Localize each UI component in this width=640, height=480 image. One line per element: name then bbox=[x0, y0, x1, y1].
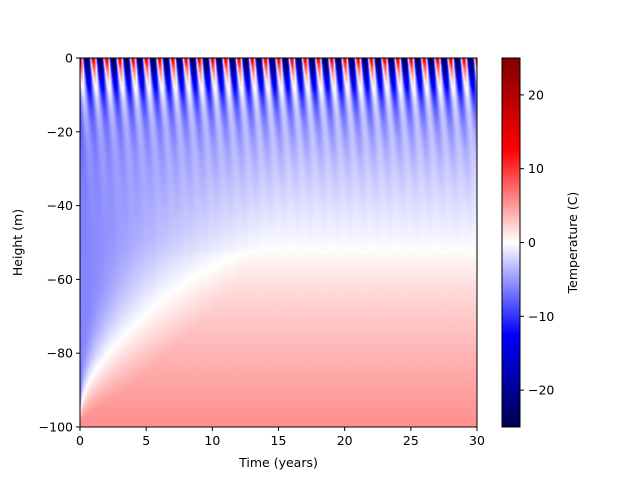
colorbar-tick-label: 10 bbox=[528, 161, 544, 176]
x-tick-label: 25 bbox=[403, 433, 419, 448]
colorbar-tick-label: −20 bbox=[528, 383, 554, 398]
temperature-heatmap bbox=[80, 58, 477, 427]
y-tick-label: −20 bbox=[47, 124, 73, 139]
colorbar bbox=[502, 58, 520, 427]
colorbar-tick-label: −10 bbox=[528, 309, 554, 324]
x-tick-label: 5 bbox=[142, 433, 150, 448]
x-axis: 0 5 10 15 20 25 30 bbox=[76, 427, 485, 448]
x-tick-label: 15 bbox=[271, 433, 287, 448]
x-tick-label: 30 bbox=[469, 433, 485, 448]
y-axis: 0 −20 −40 −60 −80 −100 bbox=[39, 51, 80, 435]
x-tick-label: 0 bbox=[76, 433, 84, 448]
heatmap-container bbox=[80, 58, 477, 427]
y-tick-label: −40 bbox=[47, 198, 73, 213]
x-tick-label: 20 bbox=[337, 433, 353, 448]
y-axis-label: Height (m) bbox=[10, 209, 25, 276]
y-tick-label: 0 bbox=[65, 51, 73, 66]
x-tick-label: 10 bbox=[204, 433, 220, 448]
colorbar-tick-label: 20 bbox=[528, 87, 544, 102]
x-axis-label: Time (years) bbox=[238, 455, 318, 470]
y-tick-label: −100 bbox=[39, 420, 73, 435]
colorbar-label: Temperature (C) bbox=[565, 192, 580, 295]
colorbar-tick-label: 0 bbox=[528, 235, 536, 250]
colorbar-axis: 20 10 0 −10 −20 bbox=[520, 87, 554, 398]
y-tick-label: −80 bbox=[47, 346, 73, 361]
y-tick-label: −60 bbox=[47, 272, 73, 287]
